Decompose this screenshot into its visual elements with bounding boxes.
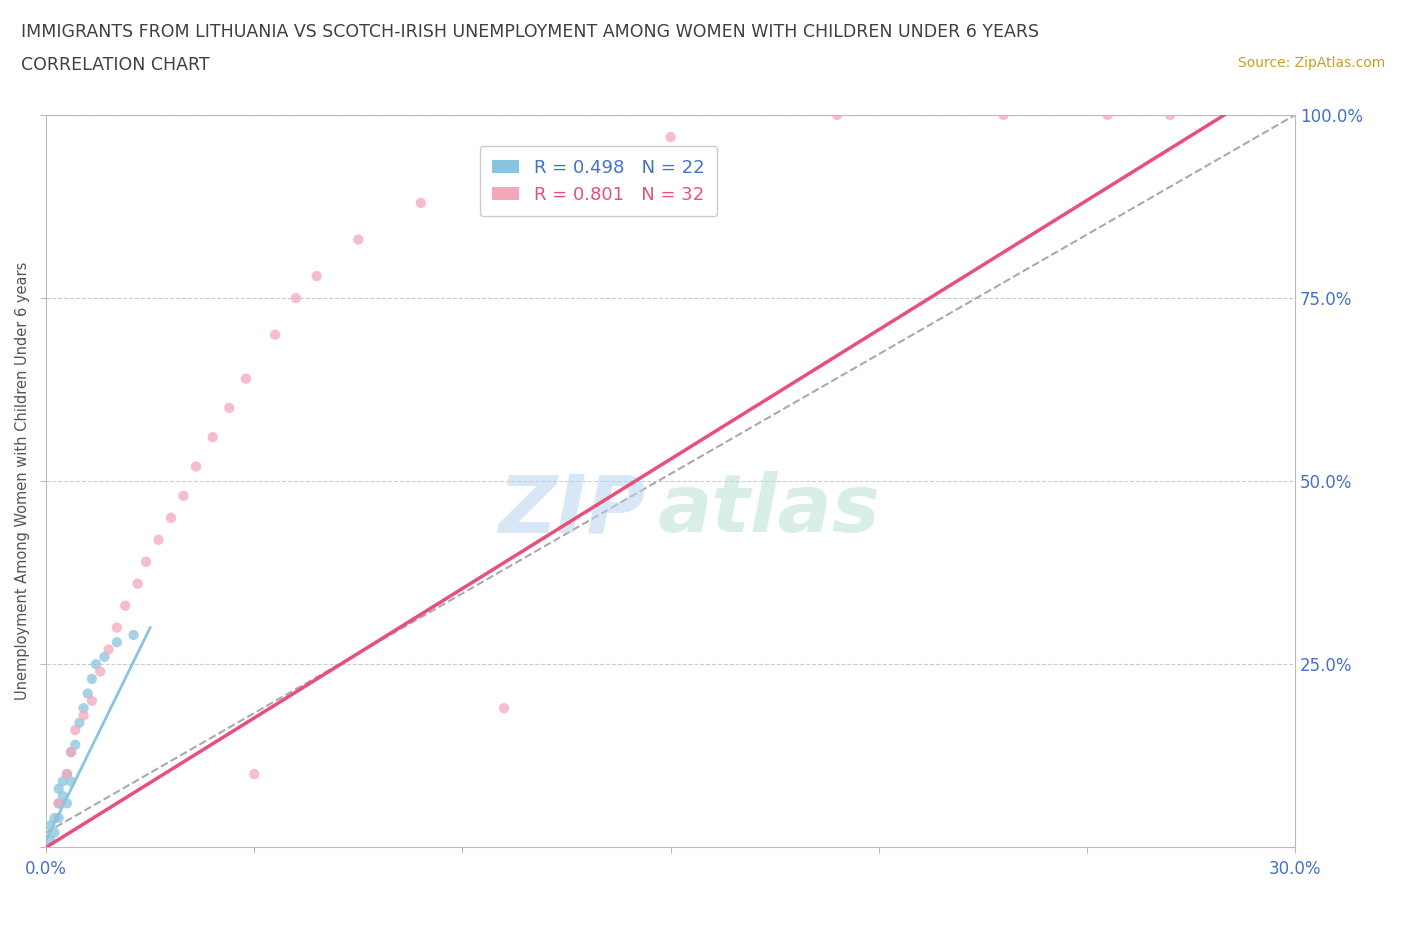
Point <box>72 708 94 723</box>
Point <box>76 686 98 701</box>
Point <box>65 723 87 737</box>
Point <box>44 811 66 826</box>
Point <box>513 159 536 174</box>
Point <box>659 129 682 144</box>
Point <box>97 642 120 657</box>
Point <box>184 459 207 474</box>
Y-axis label: Unemployment Among Women with Children Under 6 years: Unemployment Among Women with Children U… <box>15 262 30 700</box>
Point <box>84 657 107 671</box>
Point <box>105 620 128 635</box>
Point <box>60 745 83 760</box>
Point <box>67 715 90 730</box>
Point <box>52 774 75 789</box>
Point <box>218 401 240 416</box>
Point <box>39 832 62 847</box>
Point <box>114 598 136 613</box>
Point <box>39 817 62 832</box>
Point <box>1097 108 1119 123</box>
Point <box>284 291 307 306</box>
Point <box>48 796 70 811</box>
Text: IMMIGRANTS FROM LITHUANIA VS SCOTCH-IRISH UNEMPLOYMENT AMONG WOMEN WITH CHILDREN: IMMIGRANTS FROM LITHUANIA VS SCOTCH-IRIS… <box>21 23 1039 41</box>
Point <box>201 430 224 445</box>
Point <box>89 664 111 679</box>
Point <box>60 774 83 789</box>
Text: atlas: atlas <box>658 472 880 550</box>
Point <box>173 488 195 503</box>
Point <box>347 232 370 247</box>
Point <box>56 796 79 811</box>
Point <box>409 195 432 210</box>
Legend: R = 0.498   N = 22, R = 0.801   N = 32: R = 0.498 N = 22, R = 0.801 N = 32 <box>479 146 717 217</box>
Point <box>52 789 75 804</box>
Point <box>72 700 94 715</box>
Point <box>492 700 515 715</box>
Point <box>122 628 145 643</box>
Point <box>235 371 257 386</box>
Text: Source: ZipAtlas.com: Source: ZipAtlas.com <box>1237 56 1385 70</box>
Point <box>148 532 170 547</box>
Point <box>135 554 157 569</box>
Point <box>243 766 266 781</box>
Point <box>105 635 128 650</box>
Point <box>93 649 115 664</box>
Text: CORRELATION CHART: CORRELATION CHART <box>21 56 209 73</box>
Point <box>44 825 66 840</box>
Point <box>1159 108 1181 123</box>
Point <box>60 745 83 760</box>
Point <box>264 327 287 342</box>
Point <box>80 671 103 686</box>
Point <box>48 781 70 796</box>
Text: ZIP: ZIP <box>498 472 645 550</box>
Point <box>56 766 79 781</box>
Point <box>56 766 79 781</box>
Point <box>825 108 848 123</box>
Point <box>80 694 103 709</box>
Point <box>993 108 1015 123</box>
Point <box>305 269 328 284</box>
Point <box>160 511 183 525</box>
Point <box>127 577 149 591</box>
Point <box>65 737 87 752</box>
Point <box>48 796 70 811</box>
Point <box>48 811 70 826</box>
